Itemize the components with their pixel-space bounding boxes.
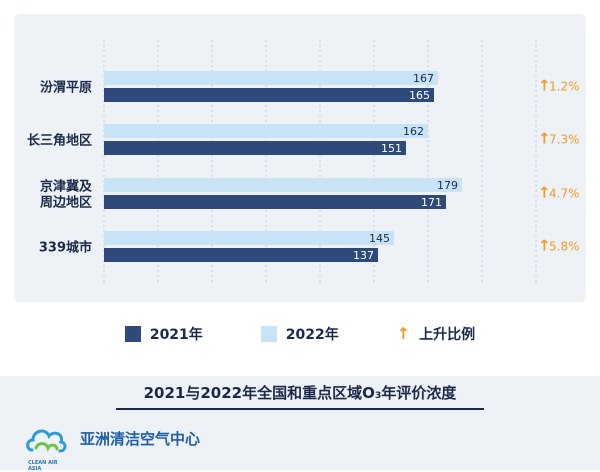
change-label: 5.8% bbox=[549, 240, 580, 254]
bar bbox=[104, 88, 434, 102]
legend-item-change: ↑ 上升比例 bbox=[397, 324, 475, 344]
data-label: 171 bbox=[421, 196, 442, 209]
category-label: 京津冀及 bbox=[40, 179, 93, 195]
bar bbox=[104, 178, 462, 192]
data-label: 165 bbox=[409, 89, 430, 102]
data-label: 162 bbox=[403, 125, 424, 138]
arrow-up-icon: ↑ bbox=[538, 237, 551, 255]
category-label: 339城市 bbox=[39, 240, 92, 256]
legend-label-2022: 2022年 bbox=[285, 327, 339, 343]
data-label: 167 bbox=[413, 72, 434, 85]
legend-swatch-2022 bbox=[260, 326, 277, 342]
data-label: 151 bbox=[381, 142, 402, 155]
bar-chart: 汾渭平原167165↑1.2%长三角地区162151↑7.3%京津冀及周边地区1… bbox=[27, 40, 580, 285]
category-label: 周边地区 bbox=[40, 195, 92, 211]
bar bbox=[104, 248, 378, 262]
legend: 2021年 2022年 ↑ 上升比例 bbox=[0, 314, 600, 354]
title-underline bbox=[116, 408, 484, 410]
arrow-up-icon: ↑ bbox=[396, 324, 411, 343]
data-label: 179 bbox=[437, 179, 458, 192]
change-label: 4.7% bbox=[549, 187, 580, 201]
category-label: 汾渭平原 bbox=[40, 80, 92, 96]
footer: 2021与2022年全国和重点区域O₃年评价浓度 CLEAN AIR ASIA … bbox=[0, 376, 600, 472]
bar bbox=[104, 71, 438, 85]
change-label: 1.2% bbox=[549, 80, 580, 94]
clean-air-asia-logo-icon bbox=[26, 429, 67, 453]
change-label: 7.3% bbox=[549, 133, 580, 147]
org-name: 亚洲清洁空气中心 bbox=[80, 430, 201, 448]
legend-swatch-2021 bbox=[124, 326, 141, 342]
logo-text: CLEAN AIR ASIA bbox=[28, 460, 58, 472]
bar bbox=[104, 195, 446, 209]
data-label: 137 bbox=[353, 249, 374, 262]
data-label: 145 bbox=[369, 232, 390, 245]
chart-title: 2021与2022年全国和重点区域O₃年评价浓度 bbox=[143, 384, 457, 402]
legend-label-change: 上升比例 bbox=[419, 327, 476, 343]
legend-item-2022: 2022年 bbox=[260, 324, 339, 344]
bar bbox=[104, 231, 394, 245]
bar bbox=[104, 141, 406, 155]
arrow-up-icon: ↑ bbox=[538, 184, 551, 202]
legend-label-2021: 2021年 bbox=[149, 327, 203, 343]
legend-item-2021: 2021年 bbox=[124, 324, 203, 344]
category-label: 长三角地区 bbox=[27, 133, 92, 149]
bar bbox=[104, 124, 428, 138]
arrow-up-icon: ↑ bbox=[538, 77, 551, 95]
arrow-up-icon: ↑ bbox=[538, 130, 551, 148]
